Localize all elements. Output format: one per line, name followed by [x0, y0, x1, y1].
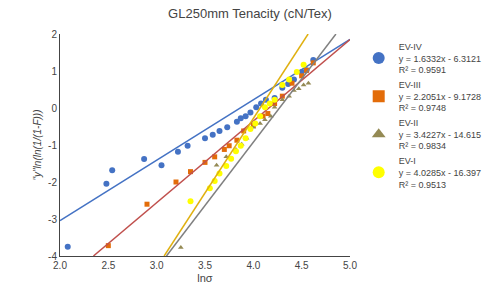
svg-text:EV-IVy = 1.6332x - 6.3121R² =: EV-IVy = 1.6332x - 6.3121R² = 0.9591	[399, 42, 481, 75]
svg-text:4.5: 4.5	[295, 260, 309, 271]
svg-text:-4: -4	[48, 251, 57, 262]
svg-text:GL250mm Tenacity (cN/Tex): GL250mm Tenacity (cN/Tex)	[168, 6, 332, 21]
svg-text:2.0: 2.0	[53, 260, 67, 271]
svg-text:EV-IIy = 3.4227x - 14.615R² =: EV-IIy = 3.4227x - 14.615R² = 0.9834	[399, 118, 481, 151]
svg-text:2.5: 2.5	[101, 260, 115, 271]
svg-text:-3: -3	[48, 214, 57, 225]
svg-text:0: 0	[51, 103, 57, 114]
svg-text:2: 2	[51, 29, 57, 40]
svg-text:EV-Iy = 4.0285x - 16.397R² = 0: EV-Iy = 4.0285x - 16.397R² = 0.9513	[399, 156, 481, 189]
svg-text:5.0: 5.0	[343, 260, 357, 271]
svg-text:-1: -1	[48, 140, 57, 151]
svg-text:EV-IIIy = 2.2051x - 9.1728R² =: EV-IIIy = 2.2051x - 9.1728R² = 0.9748	[399, 80, 481, 113]
svg-text:lnσ: lnσ	[197, 272, 213, 284]
svg-text:3.5: 3.5	[198, 260, 212, 271]
svg-text:4.0: 4.0	[246, 260, 260, 271]
svg-text:1: 1	[51, 66, 57, 77]
svg-text:"y"ln(ln(1/(1-F))): "y"ln(ln(1/(1-F)))	[32, 110, 43, 181]
svg-text:-2: -2	[48, 177, 57, 188]
svg-text:3.0: 3.0	[150, 260, 164, 271]
